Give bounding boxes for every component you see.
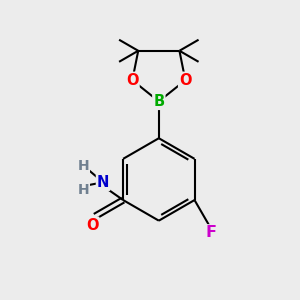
Text: N: N <box>97 175 109 190</box>
Text: O: O <box>179 73 192 88</box>
Text: F: F <box>205 225 216 240</box>
Text: B: B <box>153 94 164 109</box>
Text: H: H <box>77 159 89 173</box>
Text: H: H <box>77 183 89 197</box>
Text: O: O <box>126 73 139 88</box>
Text: O: O <box>86 218 98 232</box>
